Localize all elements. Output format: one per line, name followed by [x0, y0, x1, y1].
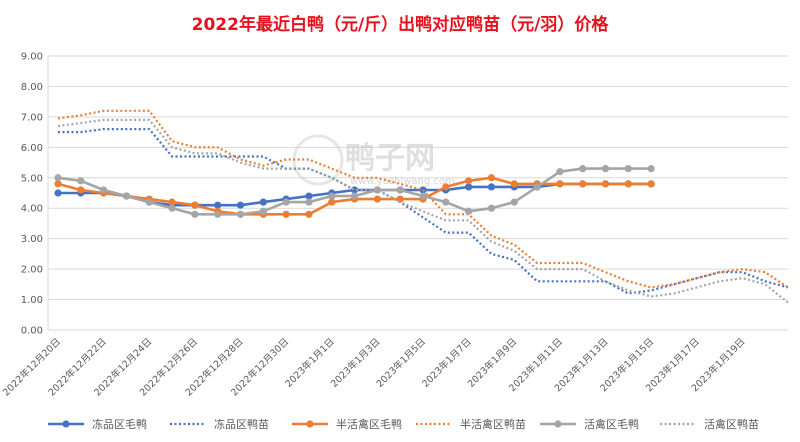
data-point — [624, 180, 632, 188]
data-point — [259, 207, 267, 215]
data-point — [579, 180, 587, 188]
data-point — [236, 201, 245, 209]
data-point — [647, 180, 655, 188]
data-point — [601, 165, 610, 173]
data-point — [305, 198, 313, 206]
data-point — [305, 192, 313, 200]
data-point — [465, 207, 473, 215]
data-point — [533, 183, 541, 191]
data-point — [419, 192, 427, 200]
data-point — [77, 177, 85, 185]
data-point — [305, 210, 313, 218]
gridlines — [47, 55, 788, 331]
data-point — [487, 183, 496, 191]
data-point — [579, 165, 587, 173]
data-point — [259, 198, 267, 206]
data-point — [282, 210, 290, 218]
data-point — [191, 210, 199, 218]
data-point — [214, 201, 222, 209]
legend-label: 冻品区毛鸭 — [92, 417, 147, 431]
y-tick-label: 5.00 — [21, 173, 43, 184]
data-point — [601, 180, 610, 188]
series-line-3 — [57, 109, 789, 289]
data-point — [556, 180, 564, 188]
data-point — [396, 195, 404, 203]
data-point — [396, 186, 404, 194]
data-point — [54, 189, 62, 197]
data-point — [54, 180, 62, 188]
y-tick-label: 1.00 — [21, 295, 43, 306]
series-lines — [54, 109, 789, 304]
legend-label: 半活禽区鸭苗 — [460, 417, 526, 431]
legend-label: 活禽区鸭苗 — [704, 417, 759, 431]
watermark: 鸭子网 www.yazhiwang.com — [292, 134, 455, 187]
watermark-url: www.yazhiwang.com — [350, 176, 455, 187]
data-point — [465, 183, 473, 191]
data-point — [77, 186, 85, 194]
data-point — [282, 198, 290, 206]
duck-logo-icon — [292, 134, 344, 186]
data-point — [122, 192, 131, 200]
data-point — [487, 174, 496, 182]
data-point — [510, 180, 518, 188]
data-point — [214, 210, 222, 218]
data-point — [168, 198, 176, 206]
x-axis-ticks: 2022年12月20日2022年12月22日2022年12月24日2022年12… — [0, 336, 747, 399]
data-point — [442, 198, 450, 206]
data-point — [647, 165, 655, 173]
legend-marker — [306, 420, 314, 428]
data-point — [328, 198, 336, 206]
y-tick-label: 0.00 — [21, 326, 43, 337]
legend: 冻品区毛鸭 冻品区鸭苗 半活禽区毛鸭 半活禽区鸭苗 活禽区毛鸭 活禽区鸭苗 — [48, 417, 759, 431]
series-line-5 — [57, 118, 789, 304]
y-tick-label: 3.00 — [21, 234, 43, 245]
legend-marker — [62, 420, 70, 428]
data-point — [328, 192, 336, 200]
data-point — [624, 165, 632, 173]
y-tick-label: 9.00 — [21, 52, 43, 63]
data-point — [556, 168, 564, 176]
y-tick-label: 2.00 — [21, 265, 43, 276]
data-point — [487, 204, 496, 212]
data-point — [350, 192, 359, 200]
data-point — [442, 183, 450, 191]
data-point — [54, 174, 62, 182]
watermark-text: 鸭子网 — [345, 141, 435, 176]
data-point — [419, 186, 427, 194]
chart-title: 2022年最近白鸭（元/斤）出鸭对应鸭苗（元/羽）价格 — [191, 15, 609, 35]
legend-marker — [554, 420, 562, 428]
data-point — [373, 195, 381, 203]
legend-label: 冻品区鸭苗 — [214, 417, 269, 431]
data-point — [145, 198, 153, 206]
y-tick-label: 8.00 — [21, 82, 43, 93]
data-point — [100, 186, 108, 194]
data-point — [191, 201, 199, 209]
legend-label: 半活禽区毛鸭 — [336, 417, 402, 431]
y-tick-label: 4.00 — [21, 204, 43, 215]
data-point — [168, 204, 176, 212]
data-point — [465, 177, 473, 185]
y-tick-label: 7.00 — [21, 112, 43, 123]
data-point — [236, 210, 245, 218]
legend-label: 活禽区毛鸭 — [584, 417, 639, 431]
data-point — [510, 198, 518, 206]
y-tick-label: 6.00 — [21, 143, 43, 154]
y-axis-ticks: 0.00 1.00 2.00 3.00 4.00 5.00 6.00 7.00 8.00 9.00 — [21, 52, 43, 337]
